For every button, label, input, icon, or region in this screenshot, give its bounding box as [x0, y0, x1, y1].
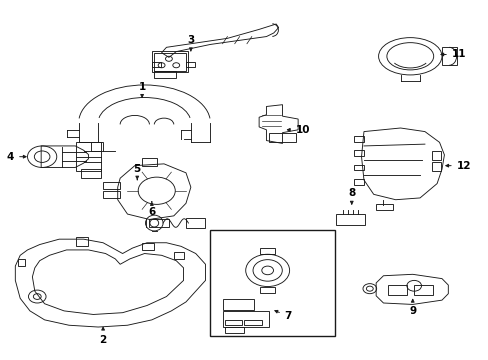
Bar [18, 259, 25, 266]
Text: 9: 9 [408, 300, 415, 316]
Bar [103, 182, 120, 189]
Bar [431, 151, 440, 160]
Bar [222, 299, 254, 310]
Bar [260, 287, 274, 293]
Bar [335, 214, 365, 225]
Bar [224, 327, 244, 333]
Bar [222, 311, 268, 327]
Bar [441, 47, 456, 65]
Bar [149, 219, 168, 226]
Bar [353, 165, 363, 170]
Text: 8: 8 [347, 188, 355, 204]
Bar [260, 248, 274, 254]
Text: 12: 12 [445, 161, 470, 171]
Bar [268, 134, 295, 142]
Bar [431, 162, 440, 171]
Bar [353, 136, 363, 141]
Bar [154, 71, 176, 78]
Text: 10: 10 [287, 125, 309, 135]
Bar [81, 169, 101, 178]
Text: 5: 5 [133, 164, 141, 180]
Bar [154, 53, 185, 71]
Bar [244, 320, 261, 325]
Bar [185, 62, 194, 67]
Bar [210, 230, 334, 336]
Text: 1: 1 [138, 82, 145, 98]
Bar [152, 62, 160, 67]
Bar [91, 142, 103, 151]
Bar [142, 158, 157, 166]
Text: 3: 3 [187, 35, 194, 51]
Bar [375, 204, 392, 211]
Bar [76, 142, 101, 171]
Bar [224, 320, 242, 325]
Bar [152, 51, 188, 72]
Text: 6: 6 [148, 202, 155, 217]
Bar [76, 237, 88, 246]
Bar [353, 150, 363, 156]
Bar [387, 285, 406, 295]
Bar [185, 218, 204, 228]
Text: 11: 11 [440, 49, 466, 59]
Bar [103, 191, 120, 198]
Text: 2: 2 [99, 327, 106, 345]
Bar [353, 179, 363, 185]
Text: 7: 7 [274, 310, 291, 321]
Text: 4: 4 [7, 152, 26, 162]
Bar [173, 252, 183, 259]
Bar [413, 285, 432, 295]
Bar [142, 243, 154, 250]
